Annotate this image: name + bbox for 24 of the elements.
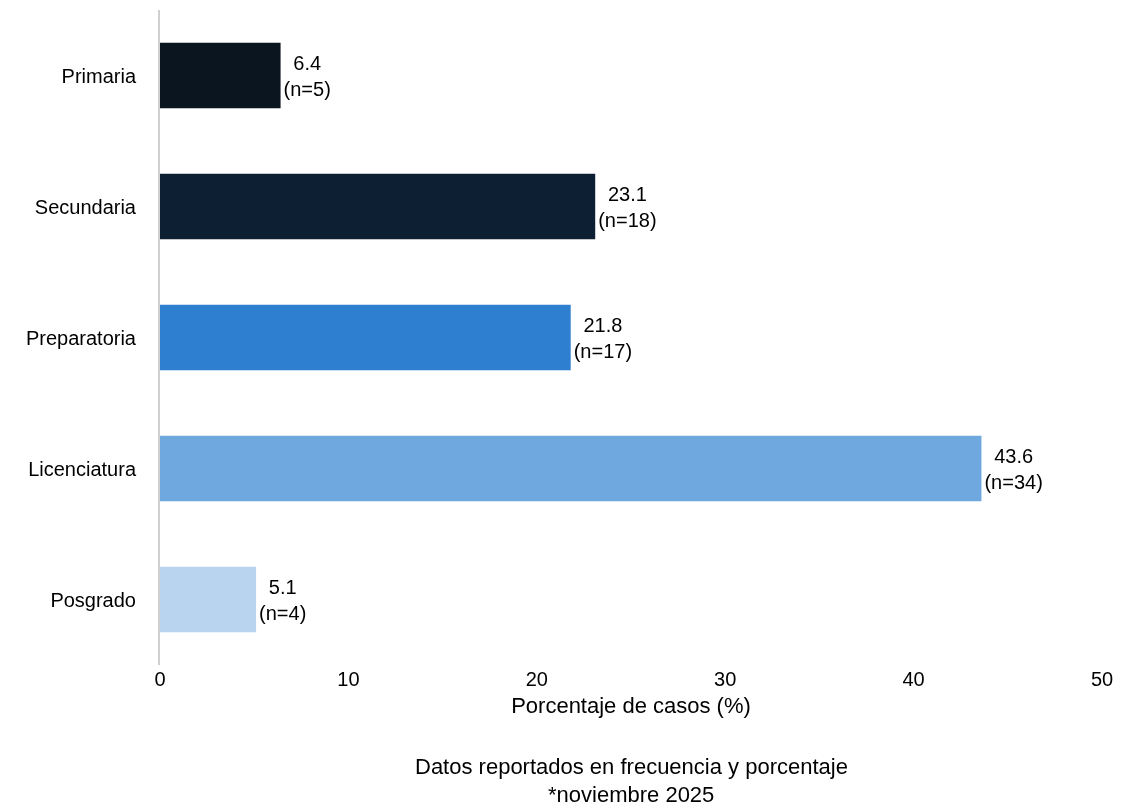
- y-tick-label: Secundaria: [34, 195, 137, 218]
- data-label: 5.1 (n=4): [259, 575, 307, 624]
- x-tick-label: 30: [714, 668, 737, 690]
- data-label: 23.1 (n=18): [598, 182, 657, 231]
- x-tick-label: 40: [902, 668, 925, 690]
- x-tick-label: 10: [337, 668, 360, 690]
- text: *noviembre 2025: [548, 782, 715, 807]
- y-tick-label: Preparatoria: [25, 326, 137, 349]
- data-label: 6.4 (n=5): [283, 51, 331, 100]
- bar: [160, 435, 982, 502]
- bar: [160, 42, 281, 109]
- bar: [160, 566, 257, 633]
- x-tick-label: 20: [525, 668, 548, 690]
- x-axis-title: Porcentaje de casos (%): [511, 692, 751, 718]
- x-tick-label: 0: [154, 668, 166, 690]
- y-tick-label: Posgrado: [50, 588, 136, 611]
- x-tick-label: 50: [1090, 668, 1114, 690]
- y-tick-label: Licenciatura: [28, 457, 137, 480]
- bar: [160, 304, 571, 371]
- data-label: 43.6 (n=34): [984, 444, 1043, 493]
- text: Datos reportados en frecuencia y porcentaje: [415, 754, 848, 779]
- bar: [160, 173, 596, 240]
- data-label: 21.8 (n=17): [573, 313, 633, 362]
- y-tick-label: Primaria: [61, 64, 137, 87]
